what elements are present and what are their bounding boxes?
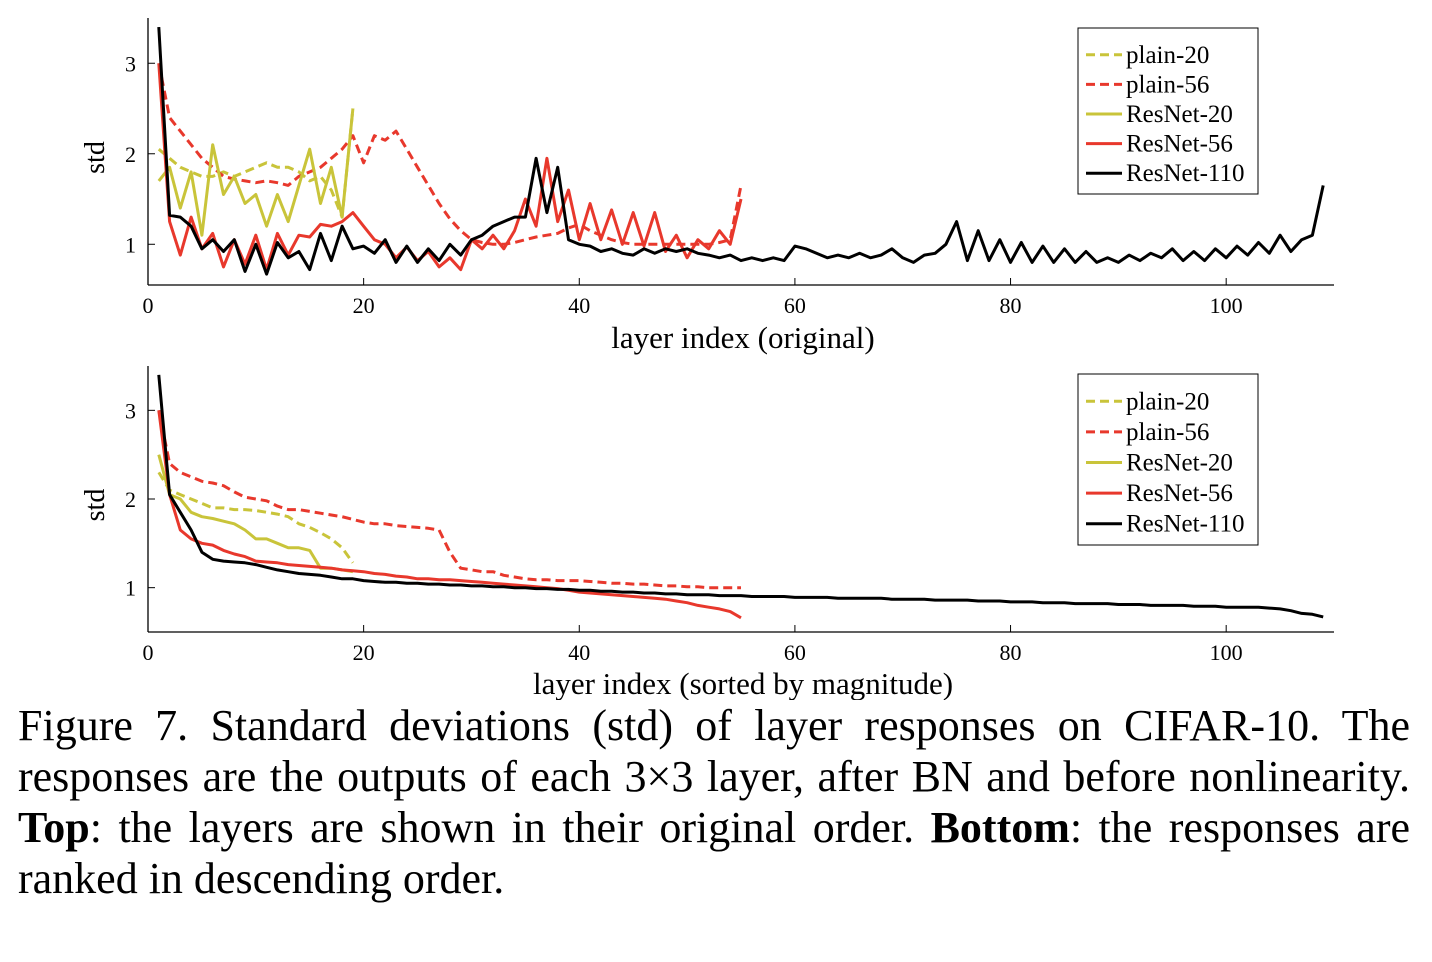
x-tick-label: 100 [1210, 293, 1243, 318]
y-tick-label: 3 [125, 51, 136, 76]
x-axis-label: layer index (sorted by magnitude) [533, 666, 953, 700]
x-tick-label: 0 [143, 640, 154, 665]
series-line-resnet-20 [157, 454, 354, 574]
y-tick-label: 2 [125, 142, 136, 167]
series-line-resnet-110 [157, 27, 1325, 276]
x-tick-label: 0 [143, 293, 154, 318]
series-line-resnet-110 [157, 374, 1324, 619]
x-tick-label: 60 [784, 293, 806, 318]
legend-label: plain-20 [1126, 42, 1209, 69]
figure-caption: Figure 7. Standard deviations (std) of l… [18, 700, 1410, 904]
x-tick-label: 40 [568, 293, 590, 318]
y-tick-label: 3 [125, 398, 136, 423]
x-tick-label: 80 [1000, 293, 1022, 318]
x-tick-label: 80 [1000, 640, 1022, 665]
caption-part1: Figure 7. Standard deviations (std) of l… [18, 701, 1410, 801]
caption-part2: : the layers are shown in their original… [89, 803, 915, 852]
caption-bottom-label: Bottom [930, 803, 1070, 852]
legend-label: ResNet-110 [1126, 511, 1245, 538]
x-tick-label: 20 [353, 293, 375, 318]
legend-label: ResNet-56 [1126, 131, 1233, 158]
y-axis-label: std [80, 141, 111, 174]
bottom-panel: 0 20 40 60 80 100 1 2 3 layer index (sorted by ma… [80, 366, 1334, 700]
caption-top-label: Top [18, 803, 90, 852]
series-line-plain-56 [157, 410, 741, 590]
x-tick-label: 60 [784, 640, 806, 665]
x-tick-label: 20 [353, 640, 375, 665]
series-line-plain-20 [157, 471, 355, 564]
x-axis-label: layer index (original) [611, 320, 874, 355]
legend-label: plain-20 [1126, 388, 1209, 415]
legend-label: plain-56 [1126, 419, 1209, 446]
legend-label: ResNet-56 [1126, 480, 1233, 507]
top-panel: 0 20 40 60 80 100 1 2 3 layer index (original) std… [80, 18, 1334, 355]
series-line-plain-56 [157, 63, 743, 246]
y-tick-label: 1 [125, 232, 136, 257]
series-line-resnet-56 [157, 63, 743, 272]
series-line-resnet-56 [157, 410, 742, 620]
y-axis-label: std [80, 489, 111, 522]
legend-label: ResNet-110 [1126, 160, 1245, 187]
y-tick-label: 2 [125, 487, 136, 512]
legend-label: plain-56 [1126, 71, 1209, 98]
x-tick-label: 40 [568, 640, 590, 665]
caption-part3: : the responses are ranked in descending… [18, 803, 1411, 903]
x-tick-label: 100 [1210, 640, 1243, 665]
legend-label: ResNet-20 [1126, 450, 1233, 477]
legend-label: ResNet-20 [1126, 101, 1233, 128]
series-line-resnet-20 [157, 108, 355, 237]
y-tick-label: 1 [125, 576, 136, 601]
